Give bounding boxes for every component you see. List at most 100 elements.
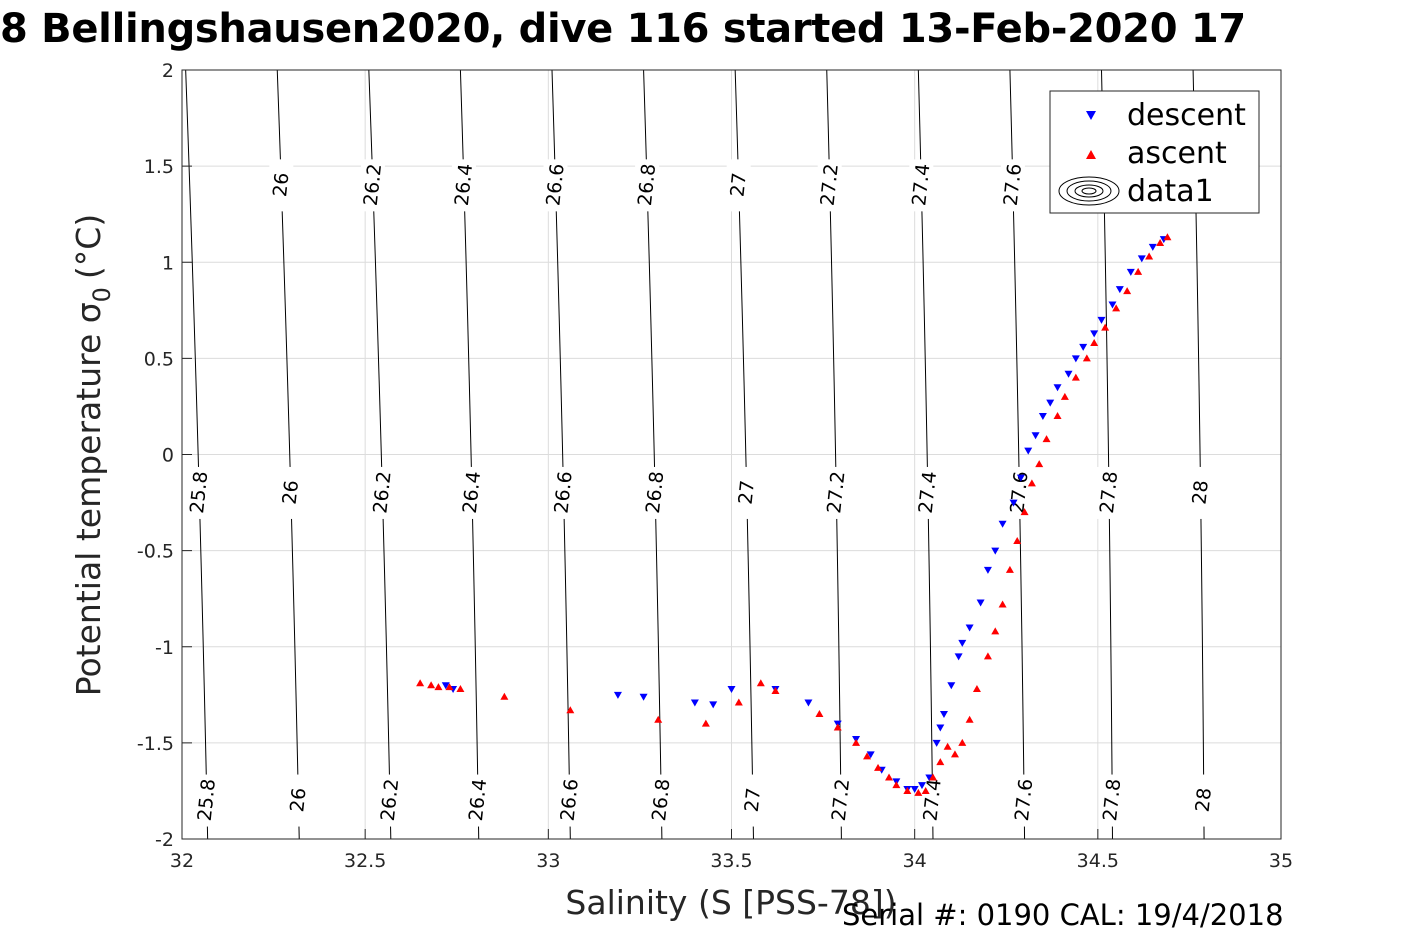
- descent-point: [1009, 499, 1018, 507]
- contour-label-bg: [1188, 466, 1213, 519]
- ascent-point: [1145, 252, 1154, 260]
- ascent-point: [1005, 565, 1014, 573]
- ascent-point: [1090, 338, 1099, 346]
- legend-ascent-marker: [1086, 150, 1096, 159]
- descent-point: [958, 639, 967, 647]
- descent-point: [1126, 268, 1135, 276]
- ascent-point: [1071, 373, 1080, 381]
- axis-ticks: 32 32.5 33 33.5 34 34.5 35 -2 -1.5 -1 -0.5 0 0.5 1 1.5…: [137, 60, 1293, 872]
- ascent-point: [771, 686, 780, 694]
- contour-label: 26.2: [360, 163, 386, 207]
- ascent-point: [1053, 412, 1062, 420]
- contour-label-bg: [1097, 466, 1122, 519]
- contour-label-bg: [824, 466, 849, 519]
- descent-point: [1053, 384, 1062, 392]
- contour-label-bg: [557, 774, 582, 827]
- descent-point: [690, 699, 699, 707]
- contour-label-bg: [551, 466, 576, 519]
- legend-box: [1049, 90, 1260, 214]
- legend-descent-marker: [1086, 111, 1096, 120]
- ascent-point: [416, 679, 425, 687]
- contour-line: [185, 70, 209, 839]
- contour-label-bg: [278, 466, 303, 519]
- descent-point: [1071, 355, 1080, 363]
- ascent-point: [972, 685, 981, 693]
- contour-label-bg: [451, 159, 476, 212]
- ascent-point: [654, 715, 663, 723]
- ascent-point: [983, 652, 992, 660]
- contour-label-bg: [726, 159, 751, 212]
- ascent-point: [1101, 323, 1110, 331]
- ascent-series: [416, 233, 1172, 796]
- contour-label-bg: [915, 466, 940, 519]
- legend[interactable]: descent ascent data1: [1049, 90, 1260, 214]
- descent-point: [709, 701, 718, 709]
- contour-label-bg: [377, 774, 402, 827]
- contour-label-bg: [360, 159, 385, 212]
- descent-point: [1097, 316, 1106, 324]
- contour-label-bg: [1012, 774, 1037, 827]
- ascent-point: [958, 738, 967, 746]
- descent-point: [983, 566, 992, 574]
- descent-point: [639, 693, 648, 701]
- ascent-point: [921, 786, 930, 794]
- ascent-point: [903, 786, 912, 794]
- y-tick-label: -1.5: [137, 733, 174, 755]
- contour-label: 28: [1192, 787, 1216, 813]
- serial-calibration-note: Serial #: 0190 CAL: 19/4/2018: [842, 898, 1284, 932]
- contour-label-bg: [828, 774, 853, 827]
- ascent-point: [852, 738, 861, 746]
- contour-label: 26.8: [642, 470, 668, 514]
- y-axis-label-unit: (°C): [69, 214, 108, 279]
- y-tick-label: -0.5: [137, 541, 174, 563]
- contour-label-bg: [286, 774, 311, 827]
- ascent-point: [914, 788, 923, 796]
- contour-label-bg: [909, 159, 934, 212]
- contour-label: 26.2: [369, 470, 395, 514]
- descent-point: [932, 739, 941, 747]
- y-axis-label-subscript: 0: [88, 287, 116, 302]
- contour-label: 26: [279, 479, 303, 505]
- contour-label: 26: [269, 172, 293, 198]
- ascent-point: [863, 752, 872, 760]
- ascent-point: [936, 758, 945, 766]
- descent-point: [1064, 370, 1073, 378]
- contour-label-bg: [459, 466, 484, 519]
- ascent-point: [500, 692, 509, 700]
- contour-label-bg: [269, 159, 294, 212]
- ascent-point: [874, 763, 883, 771]
- contour-label: 26: [286, 787, 310, 813]
- ascent-point: [943, 742, 952, 750]
- descent-point: [925, 774, 934, 782]
- x-tick-label: 35: [1269, 850, 1293, 872]
- contour-label: 27: [735, 479, 759, 505]
- contour-label: 27.4: [908, 163, 934, 207]
- legend-ascent-label: ascent: [1127, 136, 1227, 171]
- contour-label: 27.8: [1099, 778, 1125, 822]
- ascent-point: [1163, 233, 1172, 241]
- y-tick-label: 0.5: [144, 348, 174, 370]
- descent-point: [1031, 432, 1040, 440]
- contour-label: 27.6: [1000, 163, 1026, 207]
- ascent-point: [998, 600, 1007, 608]
- y-tick-label: -1: [155, 637, 174, 659]
- ascent-point: [991, 627, 1000, 635]
- y-tick-label: 2: [162, 60, 174, 82]
- descent-point: [1108, 301, 1117, 309]
- contour-label-bg: [187, 466, 212, 519]
- contour-label-bg: [1100, 774, 1125, 827]
- descent-point: [1079, 343, 1088, 351]
- ascent-point: [1060, 392, 1069, 400]
- descent-point: [936, 724, 945, 732]
- ascent-point: [1112, 304, 1121, 312]
- descent-point: [965, 624, 974, 632]
- ascent-point: [965, 715, 974, 723]
- x-tick-label: 34.5: [1077, 850, 1119, 872]
- ascent-point: [1123, 287, 1132, 295]
- contour-label: 27.2: [823, 470, 849, 514]
- contour-label-bg: [1191, 774, 1216, 827]
- y-tick-label: 1: [162, 252, 174, 274]
- ascent-point: [1027, 479, 1036, 487]
- descent-point: [727, 686, 736, 694]
